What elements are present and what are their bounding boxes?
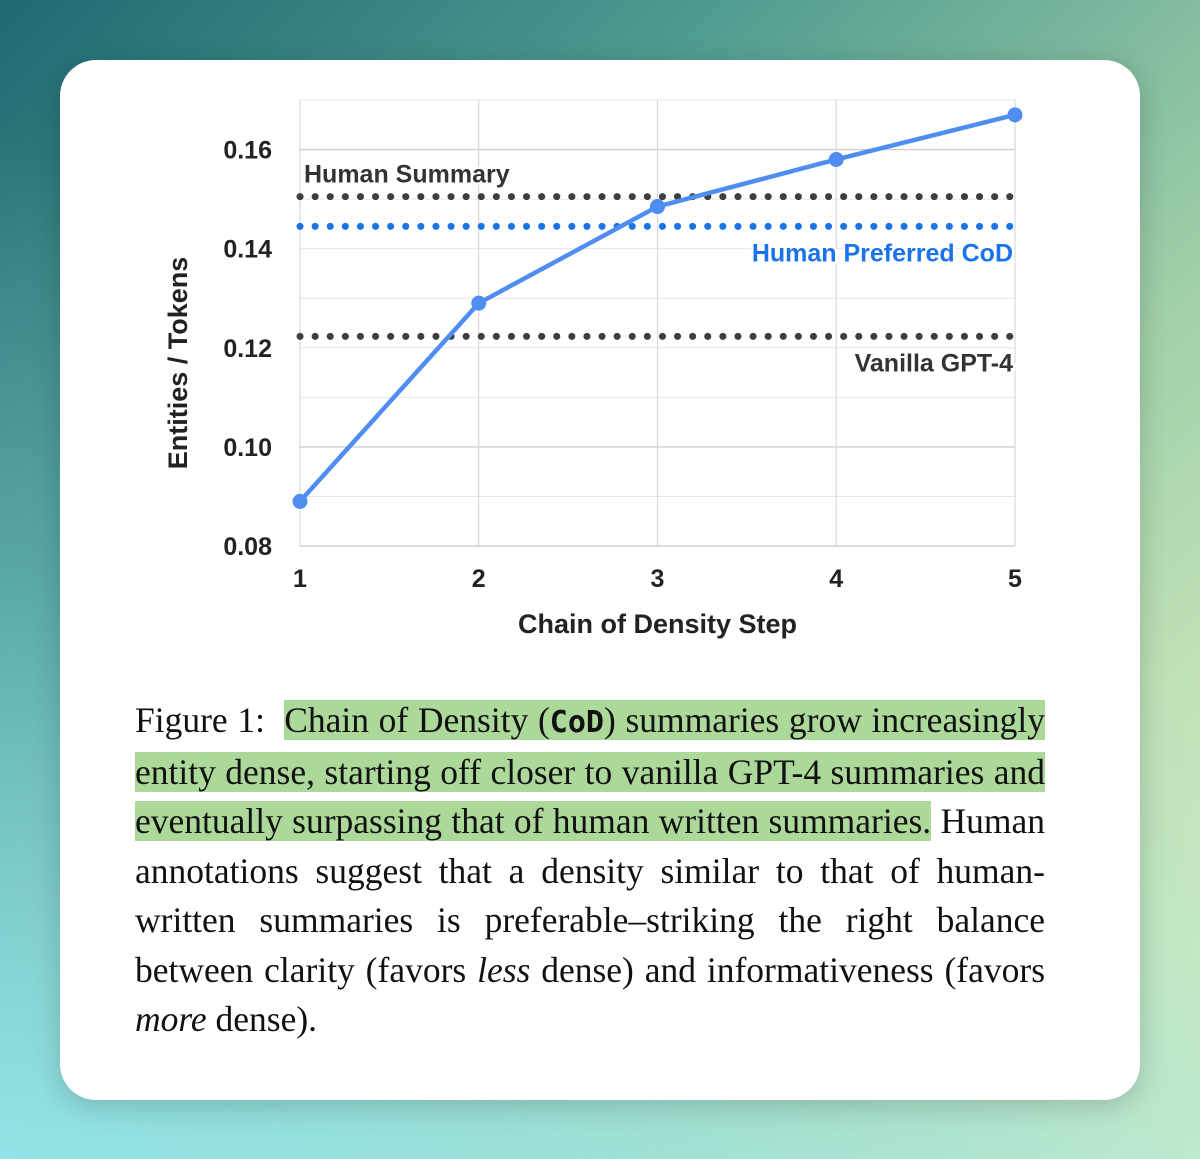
x-axis-label: Chain of Density Step: [518, 609, 797, 639]
y-tick-label: 0.14: [223, 236, 272, 264]
figure-label: Figure 1:: [135, 700, 265, 740]
x-tick-label: 4: [829, 565, 843, 593]
density-line-chart: 0.08 0.10 0.12 0.14 0.16 1 2 3 4 5 Chain of Densit…: [163, 99, 1023, 639]
data-point: [828, 151, 844, 167]
figure-card: 0.08 0.10 0.12 0.14 0.16 1 2 3 4 5 Chain of Densit…: [60, 60, 1140, 1100]
x-tick-label: 1: [293, 565, 307, 593]
caption-text-2: dense) and informativeness (favors: [541, 949, 1046, 990]
caption-emphasis-less: less: [477, 949, 531, 990]
reference-line-label: Human Preferred CoD: [752, 239, 1013, 267]
reference-line-label: Vanilla GPT-4: [855, 349, 1013, 377]
data-point: [650, 199, 665, 215]
x-tick-label: 2: [472, 565, 486, 593]
y-tick-label: 0.16: [223, 137, 272, 165]
cod-abbrev: CoD: [549, 705, 604, 740]
data-point: [292, 493, 308, 509]
caption-emphasis-more: more: [135, 999, 207, 1039]
x-tick-label: 5: [1008, 565, 1022, 593]
caption-highlight: Chain of Density (CoD) summaries grow in…: [135, 700, 1045, 841]
caption-text-3: dense).: [215, 999, 318, 1039]
figure-caption: Figure 1: Chain of Density (CoD) summari…: [135, 696, 1045, 1045]
caption-text-1: Human annotations suggest that a density…: [135, 801, 1045, 990]
reference-line-label: Human Summary: [304, 161, 510, 189]
y-tick-label: 0.12: [223, 335, 272, 363]
data-point: [471, 295, 487, 311]
y-tick-label: 0.08: [223, 533, 272, 561]
y-tick-label: 0.10: [223, 434, 272, 462]
x-tick-label: 3: [651, 565, 665, 593]
y-axis-label: Entities / Tokens: [163, 257, 193, 470]
data-point: [1007, 107, 1023, 123]
